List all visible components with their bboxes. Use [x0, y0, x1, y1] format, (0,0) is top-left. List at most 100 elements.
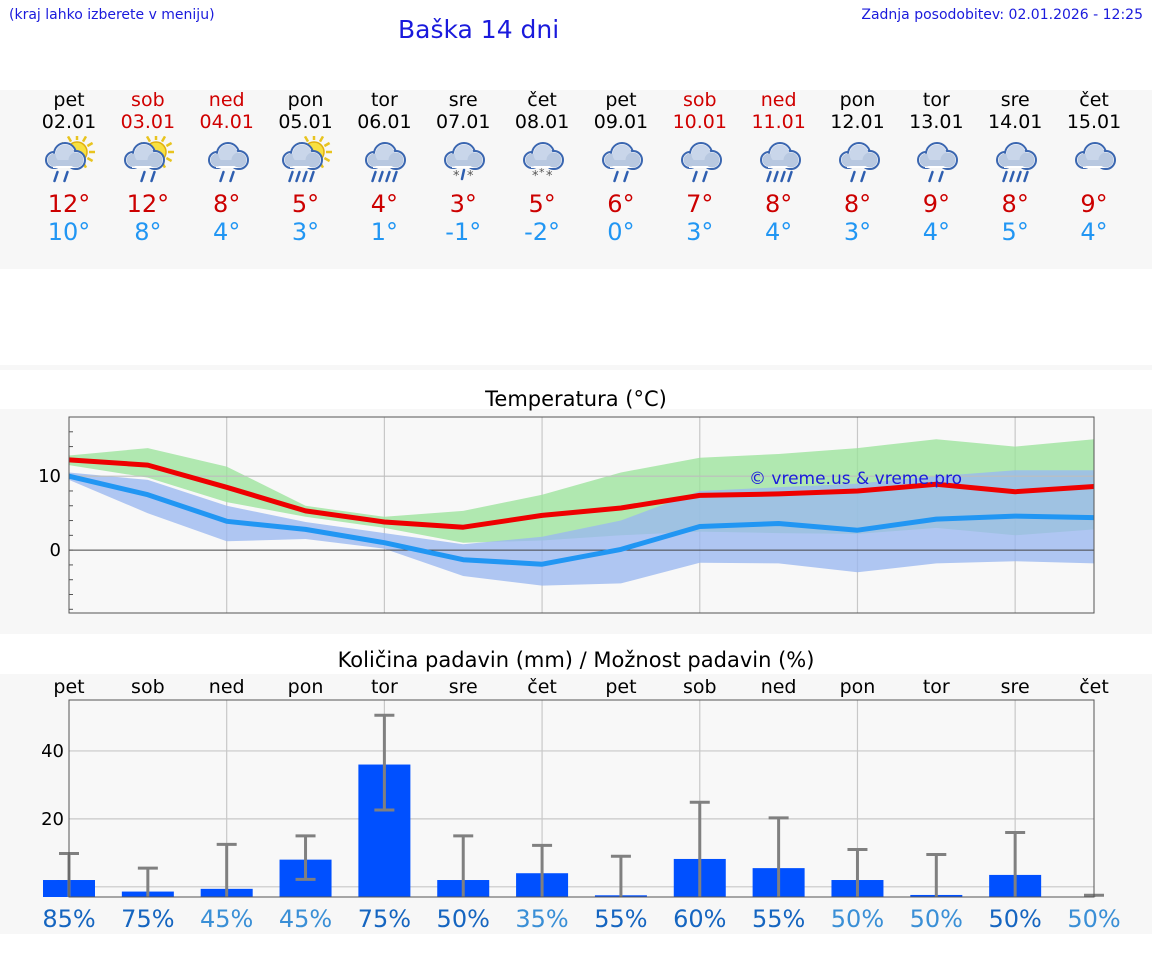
forecast-day-name: ned — [208, 89, 245, 111]
sun-cloud-rain-icon — [45, 136, 95, 183]
cloud-rain-icon — [207, 142, 249, 183]
forecast-max-temp: 9° — [922, 190, 950, 218]
precipitation-x-day-label: pon — [288, 676, 324, 698]
precipitation-chart-title: Količina padavin (mm) / Možnost padavin … — [337, 648, 815, 672]
forecast-max-temp: 7° — [686, 190, 714, 218]
svg-text:*: * — [539, 166, 545, 179]
precipitation-x-day-label: tor — [371, 676, 398, 698]
forecast-min-temp: 8° — [134, 218, 162, 246]
cloud-rain-icon — [601, 142, 643, 183]
temperature-y-tick-label: 10 — [38, 466, 61, 487]
page-title: Baška 14 dni — [398, 15, 560, 44]
forecast-day: tor 06.01 4° 1° — [344, 89, 424, 246]
cloud-heavy-rain-icon — [996, 142, 1038, 183]
precipitation-probability-label: 50% — [437, 905, 490, 933]
region-menu-note: (kraj lahko izberete v meniju) — [9, 7, 215, 23]
precipitation-x-day-label: čet — [1079, 676, 1109, 698]
forecast-day: pon 12.01 8° 3° — [818, 89, 898, 246]
forecast-day: pon 05.01 5° 3° — [266, 89, 346, 246]
forecast-date: 12.01 — [830, 111, 885, 133]
cloud-icon — [1075, 142, 1117, 170]
forecast-max-temp: 12° — [47, 190, 91, 218]
svg-text:*: * — [532, 169, 539, 184]
forecast-max-temp: 9° — [1080, 190, 1108, 218]
forecast-date: 11.01 — [751, 111, 806, 133]
min-temp-line — [68, 473, 1095, 567]
precipitation-x-day-label: tor — [923, 676, 950, 698]
forecast-day: ned 04.01 8° 4° — [187, 89, 267, 246]
svg-text:*: * — [467, 169, 474, 184]
forecast-strip: pet 02.01 12° 10° sob 03.01 12° 8° ned 04.01 8° 4° p… — [0, 89, 1152, 269]
forecast-day-name: čet — [1079, 89, 1109, 111]
forecast-day-name: pon — [287, 89, 324, 111]
precipitation-probability-label: 50% — [831, 905, 884, 933]
forecast-day: tor 13.01 9° 4° — [896, 89, 976, 246]
forecast-day: sre 07.01 * * 3° -1° — [423, 89, 503, 246]
precipitation-probability-label: 75% — [358, 905, 411, 933]
forecast-day-name: sre — [1000, 89, 1030, 111]
forecast-max-temp: 5° — [528, 190, 556, 218]
cloud-heavy-rain-icon — [365, 142, 407, 183]
forecast-date: 15.01 — [1066, 111, 1122, 133]
separator-band — [0, 365, 1152, 370]
forecast-date: 04.01 — [199, 111, 254, 133]
forecast-day-name: sre — [448, 89, 478, 111]
forecast-day-name: pet — [605, 89, 637, 111]
forecast-day-name: tor — [922, 89, 950, 111]
forecast-max-temp: 8° — [843, 190, 872, 218]
forecast-max-temp: 12° — [126, 190, 170, 218]
forecast-day: pet 02.01 12° 10° — [29, 89, 109, 246]
precipitation-x-day-label: čet — [527, 676, 557, 698]
precipitation-probability-label: 60% — [673, 905, 726, 933]
forecast-date: 10.01 — [672, 111, 727, 133]
forecast-min-temp: 4° — [765, 218, 793, 246]
precipitation-probability-label: 50% — [910, 905, 963, 933]
precipitation-y-tick-label: 40 — [41, 741, 64, 762]
forecast-day-name: pet — [53, 89, 85, 111]
forecast-max-temp: 4° — [370, 190, 399, 218]
precipitation-plot-area — [69, 700, 1094, 897]
forecast-max-temp: 5° — [291, 190, 320, 218]
forecast-day-name: sob — [131, 89, 165, 111]
forecast-date: 05.01 — [278, 111, 333, 133]
precipitation-probability-label: 55% — [752, 905, 805, 933]
temperature-y-tick-label: 0 — [50, 540, 61, 561]
forecast-min-temp: -2° — [524, 218, 561, 246]
forecast-day-name: ned — [760, 89, 797, 111]
sun-cloud-heavy-rain-icon — [281, 136, 332, 183]
cloud-heavy-rain-icon — [759, 142, 801, 183]
min-temp-range-band — [69, 470, 1094, 586]
forecast-date: 03.01 — [120, 111, 176, 133]
precipitation-probability-label: 50% — [1067, 905, 1120, 933]
forecast-min-temp: 4° — [922, 218, 950, 246]
precipitation-x-day-label: sob — [131, 676, 165, 698]
svg-text:*: * — [453, 169, 460, 184]
forecast-min-temp: 1° — [370, 218, 399, 246]
forecast-min-temp: 3° — [843, 218, 872, 246]
forecast-min-temp: -1° — [445, 218, 482, 246]
precipitation-x-day-label: pet — [605, 676, 636, 698]
forecast-day: sob 03.01 12° 8° — [108, 89, 188, 246]
sun-cloud-light-rain-icon — [123, 136, 174, 183]
forecast-max-temp: 8° — [213, 190, 241, 218]
precipitation-probability-label: 45% — [279, 905, 332, 933]
forecast-date: 09.01 — [593, 111, 649, 133]
precipitation-x-day-label: pet — [53, 676, 84, 698]
forecast-date: 13.01 — [909, 111, 964, 133]
cloud-rain-icon — [680, 142, 722, 183]
precipitation-probability-label: 55% — [594, 905, 647, 933]
precipitation-probability-label: 50% — [988, 905, 1041, 933]
forecast-day: sob 10.01 7° 3° — [660, 89, 740, 246]
forecast-min-temp: 0° — [607, 218, 635, 246]
forecast-max-temp: 8° — [765, 190, 793, 218]
last-updated-text: Zadnja posodobitev: 02.01.2026 - 12:25 — [861, 7, 1143, 23]
forecast-date: 08.01 — [514, 111, 570, 133]
precipitation-x-day-label: sre — [1001, 676, 1030, 698]
forecast-day: pet 09.01 6° 0° — [581, 89, 661, 246]
forecast-date: 14.01 — [987, 111, 1043, 133]
forecast-min-temp: 3° — [291, 218, 320, 246]
forecast-day: sre 14.01 8° 5° — [975, 89, 1055, 246]
precipitation-x-day-label: sob — [683, 676, 717, 698]
temperature-plot-frame — [68, 416, 1095, 614]
forecast-max-temp: 6° — [607, 190, 635, 218]
